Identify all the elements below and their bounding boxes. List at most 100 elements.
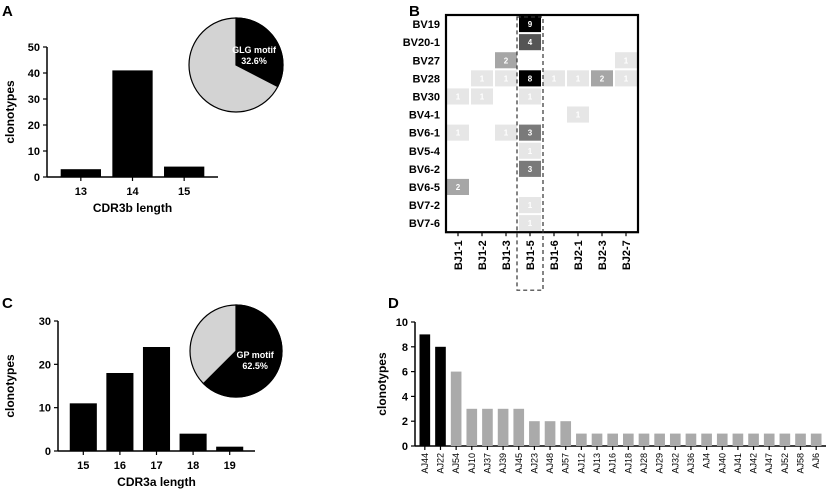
b-row-label: BV6-1 [409, 128, 440, 140]
d-bar-AJ29 [654, 433, 665, 446]
c-bar-18 [179, 433, 207, 451]
b-highlight-box [516, 16, 544, 291]
b-col-label: BJ1-5 [525, 240, 537, 270]
d-bar-AJ47 [763, 433, 775, 446]
d-x-tick-label: AJ44 [420, 453, 430, 474]
panel-a-chart: 0 10 20 30 40 50 13 14 15 CDR3b length clonotypes G… [3, 17, 284, 215]
d-x-tick-label: AJ6 [811, 453, 821, 469]
d-bar-AJ41 [732, 433, 744, 446]
d-bar-AJ4 [701, 433, 712, 446]
b-row-label: BV20-1 [403, 37, 440, 49]
d-bar-AJ10 [466, 408, 478, 446]
c-pie-value: 62.5% [242, 361, 268, 371]
d-bar-AJ37 [482, 408, 493, 446]
d-bar-AJ54 [450, 371, 462, 446]
b-cell-BV5-4-BJ1-5 [519, 142, 541, 159]
b-cell-BV20-1-BJ1-5 [519, 34, 541, 51]
d-x-tick-label: AJ47 [764, 453, 774, 474]
d-bar-AJ23 [529, 421, 540, 446]
d-bar-AJ39 [497, 408, 509, 446]
d-bar-AJ52 [779, 433, 791, 446]
b-cell-BV6-1-BJ1-3 [495, 124, 517, 141]
a-pie-value: 32.6% [241, 56, 267, 66]
b-cell-label: 1 [576, 111, 581, 120]
d-bar-AJ13 [591, 433, 603, 446]
c-x-tick-label: 16 [114, 460, 126, 472]
d-bar-AJ58 [795, 433, 806, 446]
b-col-label: BJ1-3 [501, 240, 513, 270]
d-bar-AJ32 [669, 433, 681, 446]
d-bar-AJ6 [810, 433, 822, 446]
d-bar-AJ22 [435, 346, 446, 446]
a-y-axis-title: clonotypes [3, 80, 17, 144]
b-cell-BV28-BJ1-5 [519, 70, 541, 87]
b-cell-BV19-BJ1-5 [519, 16, 541, 33]
b-row-label: BV4-1 [409, 110, 440, 122]
d-x-tick-label: AJ41 [733, 453, 743, 474]
b-cell-label: 1 [624, 56, 629, 65]
b-cell-BV28-BJ2-3 [591, 70, 613, 87]
b-cell-label: 1 [504, 129, 509, 138]
c-bar-16 [106, 373, 134, 451]
b-cell-label: 2 [456, 183, 461, 192]
b-row-label: BV7-6 [409, 218, 440, 230]
d-x-tick-label: AJ37 [482, 453, 492, 474]
d-y-tick-label: 4 [402, 391, 409, 403]
b-cell-BV30-BJ1-1 [447, 88, 469, 105]
b-col-label: BJ2-1 [573, 240, 585, 270]
b-cell-label: 2 [504, 56, 509, 65]
b-cell-label: 1 [528, 219, 533, 228]
d-x-tick-label: AJ28 [639, 453, 649, 474]
b-row-label: BV6-2 [409, 164, 440, 176]
b-cell-label: 8 [528, 74, 533, 83]
b-row-label: BV5-4 [409, 146, 441, 158]
panel-label-a: A [2, 3, 13, 20]
b-cell-label: 1 [528, 201, 533, 210]
d-bar-AJ45 [513, 408, 525, 446]
b-row-label: BV7-2 [409, 200, 440, 212]
c-x-tick-label: 18 [187, 460, 199, 472]
d-y-tick-label: 2 [402, 416, 408, 428]
c-y-tick-label: 20 [39, 359, 51, 371]
d-bar-AJ18 [623, 433, 634, 446]
d-x-tick-label: AJ32 [670, 453, 680, 474]
b-col-label: BJ2-7 [621, 240, 633, 270]
d-x-tick-label: AJ22 [435, 453, 445, 474]
c-pie-label: GP motif [236, 350, 274, 360]
d-bar-AJ12 [576, 433, 587, 446]
a-y-tick-label: 30 [28, 94, 40, 106]
b-col-label: BJ1-2 [477, 240, 489, 270]
b-cell-BV28-BJ2-7 [615, 70, 637, 87]
a-x-axis-title: CDR3b length [93, 201, 172, 215]
b-cell-label: 1 [456, 92, 461, 101]
c-x-axis-title: CDR3a length [117, 475, 196, 489]
d-x-tick-label: AJ45 [514, 453, 524, 474]
b-row-label: BV27 [412, 55, 440, 67]
d-x-tick-label: AJ48 [545, 453, 555, 474]
a-y-tick-label: 0 [34, 172, 40, 184]
d-y-tick-label: 6 [402, 367, 408, 379]
c-pie-slice-motif [202, 304, 283, 398]
d-y-tick-label: 10 [396, 317, 408, 329]
b-cell-BV7-2-BJ1-5 [519, 197, 541, 214]
b-cell-BV6-2-BJ1-5 [519, 160, 541, 177]
b-row-label: BV6-5 [409, 182, 440, 194]
b-cell-label: 1 [552, 74, 557, 83]
a-bar-15 [164, 166, 205, 177]
b-cell-BV28-BJ1-6 [543, 70, 565, 87]
c-bar-19 [216, 446, 244, 451]
d-bar-AJ36 [685, 433, 697, 446]
b-cell-BV30-BJ1-5 [519, 88, 541, 105]
a-y-tick-label: 50 [28, 42, 40, 54]
b-cell-label: 1 [504, 74, 509, 83]
a-pie-label: GLG motif [232, 45, 277, 55]
a-pie-slice-motif [235, 17, 284, 88]
d-bar-AJ57 [560, 421, 572, 446]
panel-label-b: B [409, 3, 420, 20]
d-x-tick-label: AJ16 [608, 453, 618, 474]
b-cell-BV6-5-BJ1-1 [447, 178, 469, 195]
d-x-tick-label: AJ23 [529, 453, 539, 474]
b-cell-BV28-BJ1-2 [471, 70, 493, 87]
d-bar-AJ44 [419, 334, 431, 446]
